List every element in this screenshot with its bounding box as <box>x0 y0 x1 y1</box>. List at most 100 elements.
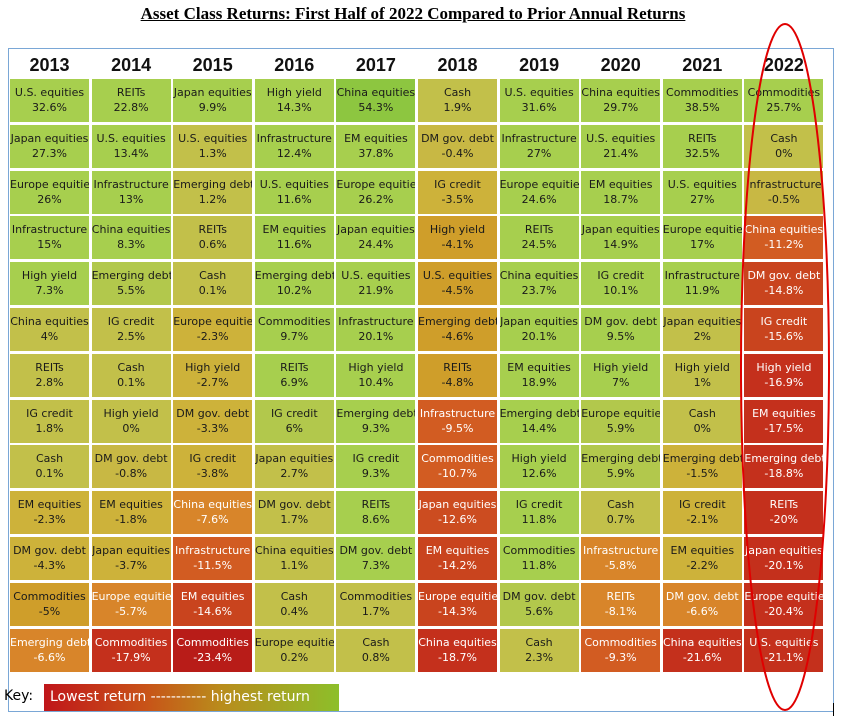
return-cell: Japan equities -3.7% <box>91 537 171 580</box>
asset-class-label: Europe equities <box>499 177 579 191</box>
return-value: -5.8% <box>604 559 637 572</box>
asset-class-label: EM equities <box>588 177 653 191</box>
return-cell: DM gov. debt 1.7% <box>254 491 334 535</box>
return-cell: REITs 6.9% <box>254 353 334 397</box>
return-value: 29.7% <box>603 101 639 114</box>
return-cell: REITs -4.8% <box>418 353 497 397</box>
return-cell: REITs 8.6% <box>336 491 416 535</box>
asset-class-label: High yield <box>348 360 404 374</box>
return-value: -11.5% <box>193 559 233 572</box>
return-cell: China equities 29.7% <box>581 79 661 122</box>
return-value: 0.1% <box>198 284 227 298</box>
asset-class-label: REITs <box>443 360 472 374</box>
return-value: -0.5% <box>767 192 800 206</box>
return-cell: Emerging debt 10.2% <box>254 262 334 306</box>
asset-class-label: Commodities <box>94 635 168 649</box>
return-cell: REITs 2.8% <box>10 353 89 397</box>
return-value: 2.8% <box>35 375 64 389</box>
return-cell: Japan equities 9.9% <box>173 79 253 122</box>
asset-class-label: Emerging debt <box>499 406 579 420</box>
return-cell: China equities -11.2% <box>744 216 824 260</box>
return-value: 54.3% <box>358 101 394 114</box>
text-cursor-mark <box>833 703 834 716</box>
asset-class-label: China equities <box>91 223 171 237</box>
return-value: 5.5% <box>117 284 146 298</box>
asset-class-label: IG credit <box>434 177 481 191</box>
asset-class-label: Infrastructure <box>256 131 332 145</box>
return-cell: Europe equities -2.3% <box>173 308 253 351</box>
return-value: 14.3% <box>276 101 312 114</box>
year-column-2022: 2022 Commodities 25.7% Cash 0% Infrastructure… <box>743 49 824 711</box>
asset-class-label: Commodities <box>421 452 494 466</box>
asset-class-label: REITs <box>606 589 635 603</box>
return-value: -5.7% <box>115 604 148 618</box>
return-value: 25.7% <box>766 101 802 114</box>
asset-class-label: Japan equities <box>418 498 497 512</box>
return-cell: China equities 23.7% <box>499 262 579 306</box>
return-value: 10.4% <box>358 375 394 389</box>
asset-class-label: Japan equities <box>581 223 660 237</box>
asset-class-label: Emerging debt <box>173 177 253 191</box>
return-value: 14.4% <box>521 421 557 435</box>
return-value: -20.4% <box>764 604 804 618</box>
return-cell: IG credit 10.1% <box>581 262 661 306</box>
asset-class-label: IG credit <box>189 452 237 466</box>
asset-class-label: Japan equities <box>500 315 578 328</box>
return-cell: Europe equities -14.3% <box>418 582 497 626</box>
return-cell: EM equities -2.3% <box>10 491 89 535</box>
asset-class-label: EM equities <box>344 131 408 145</box>
return-value: 22.8% <box>113 101 149 114</box>
return-cell: Japan equities 14.9% <box>581 216 661 260</box>
return-value: 7.3% <box>361 559 390 572</box>
asset-class-label: U.S. equities <box>341 269 411 283</box>
return-value: 12.4% <box>276 146 312 160</box>
asset-class-label: REITs <box>361 498 391 512</box>
return-cell: DM gov. debt -3.3% <box>173 399 253 443</box>
return-cell: U.S. equities -4.5% <box>418 262 497 306</box>
return-value: -4.6% <box>441 330 474 343</box>
return-cell: High yield -2.7% <box>173 353 253 397</box>
return-cell: IG credit -3.8% <box>173 445 253 489</box>
asset-class-label: Japan equities <box>336 223 415 237</box>
asset-class-label: Infrastructure <box>583 544 659 557</box>
return-value: -4.8% <box>441 375 474 389</box>
return-value: -23.4% <box>193 650 233 664</box>
return-value: 8.6% <box>361 513 390 527</box>
return-cell: Cash 0.7% <box>581 491 661 535</box>
return-value: 1.8% <box>35 421 64 435</box>
asset-class-label: High yield <box>756 360 812 374</box>
return-cell: Europe equities -20.4% <box>744 582 824 626</box>
year-column-2021: 2021 Commodities 38.5% REITs 32.5% U.S. equit… <box>662 49 743 711</box>
return-cell: EM equities 18.7% <box>581 170 661 214</box>
return-cell: IG credit 11.8% <box>499 491 579 535</box>
year-header: 2016 <box>274 55 315 75</box>
return-cell: Japan equities 2.7% <box>254 445 334 489</box>
return-value: 32.6% <box>32 101 67 114</box>
return-cell: Japan equities 27.3% <box>10 124 89 168</box>
return-cell: IG credit 1.8% <box>10 399 89 443</box>
return-value: 0.7% <box>606 513 635 527</box>
asset-class-label: Europe equities <box>418 589 497 603</box>
return-cell: Cash 0.8% <box>336 628 416 672</box>
asset-class-label: Cash <box>607 498 635 512</box>
asset-class-label: Commodities <box>339 589 413 603</box>
return-value: 5.6% <box>525 604 554 618</box>
return-value: 1.9% <box>443 101 472 114</box>
asset-class-label: REITs <box>198 223 227 237</box>
asset-class-label: China equities <box>173 498 252 512</box>
return-value: 18.7% <box>603 192 639 206</box>
return-cell: China equities 54.3% <box>336 79 416 122</box>
asset-class-label: High yield <box>429 223 486 237</box>
return-value: -15.6% <box>764 330 804 343</box>
return-value: -14.8% <box>764 284 804 298</box>
asset-class-label: Emerging debt <box>336 406 416 420</box>
return-value: -12.6% <box>438 513 477 527</box>
asset-class-label: China equities <box>255 544 334 557</box>
return-value: 1.7% <box>361 604 390 618</box>
asset-class-label: IG credit <box>107 315 155 328</box>
asset-class-label: Infrastructure <box>746 177 822 191</box>
asset-class-label: Commodities <box>747 86 821 99</box>
asset-class-label: Emerging debt <box>662 452 742 466</box>
return-value: -8.1% <box>604 604 637 618</box>
return-cell: High yield 0% <box>91 399 171 443</box>
